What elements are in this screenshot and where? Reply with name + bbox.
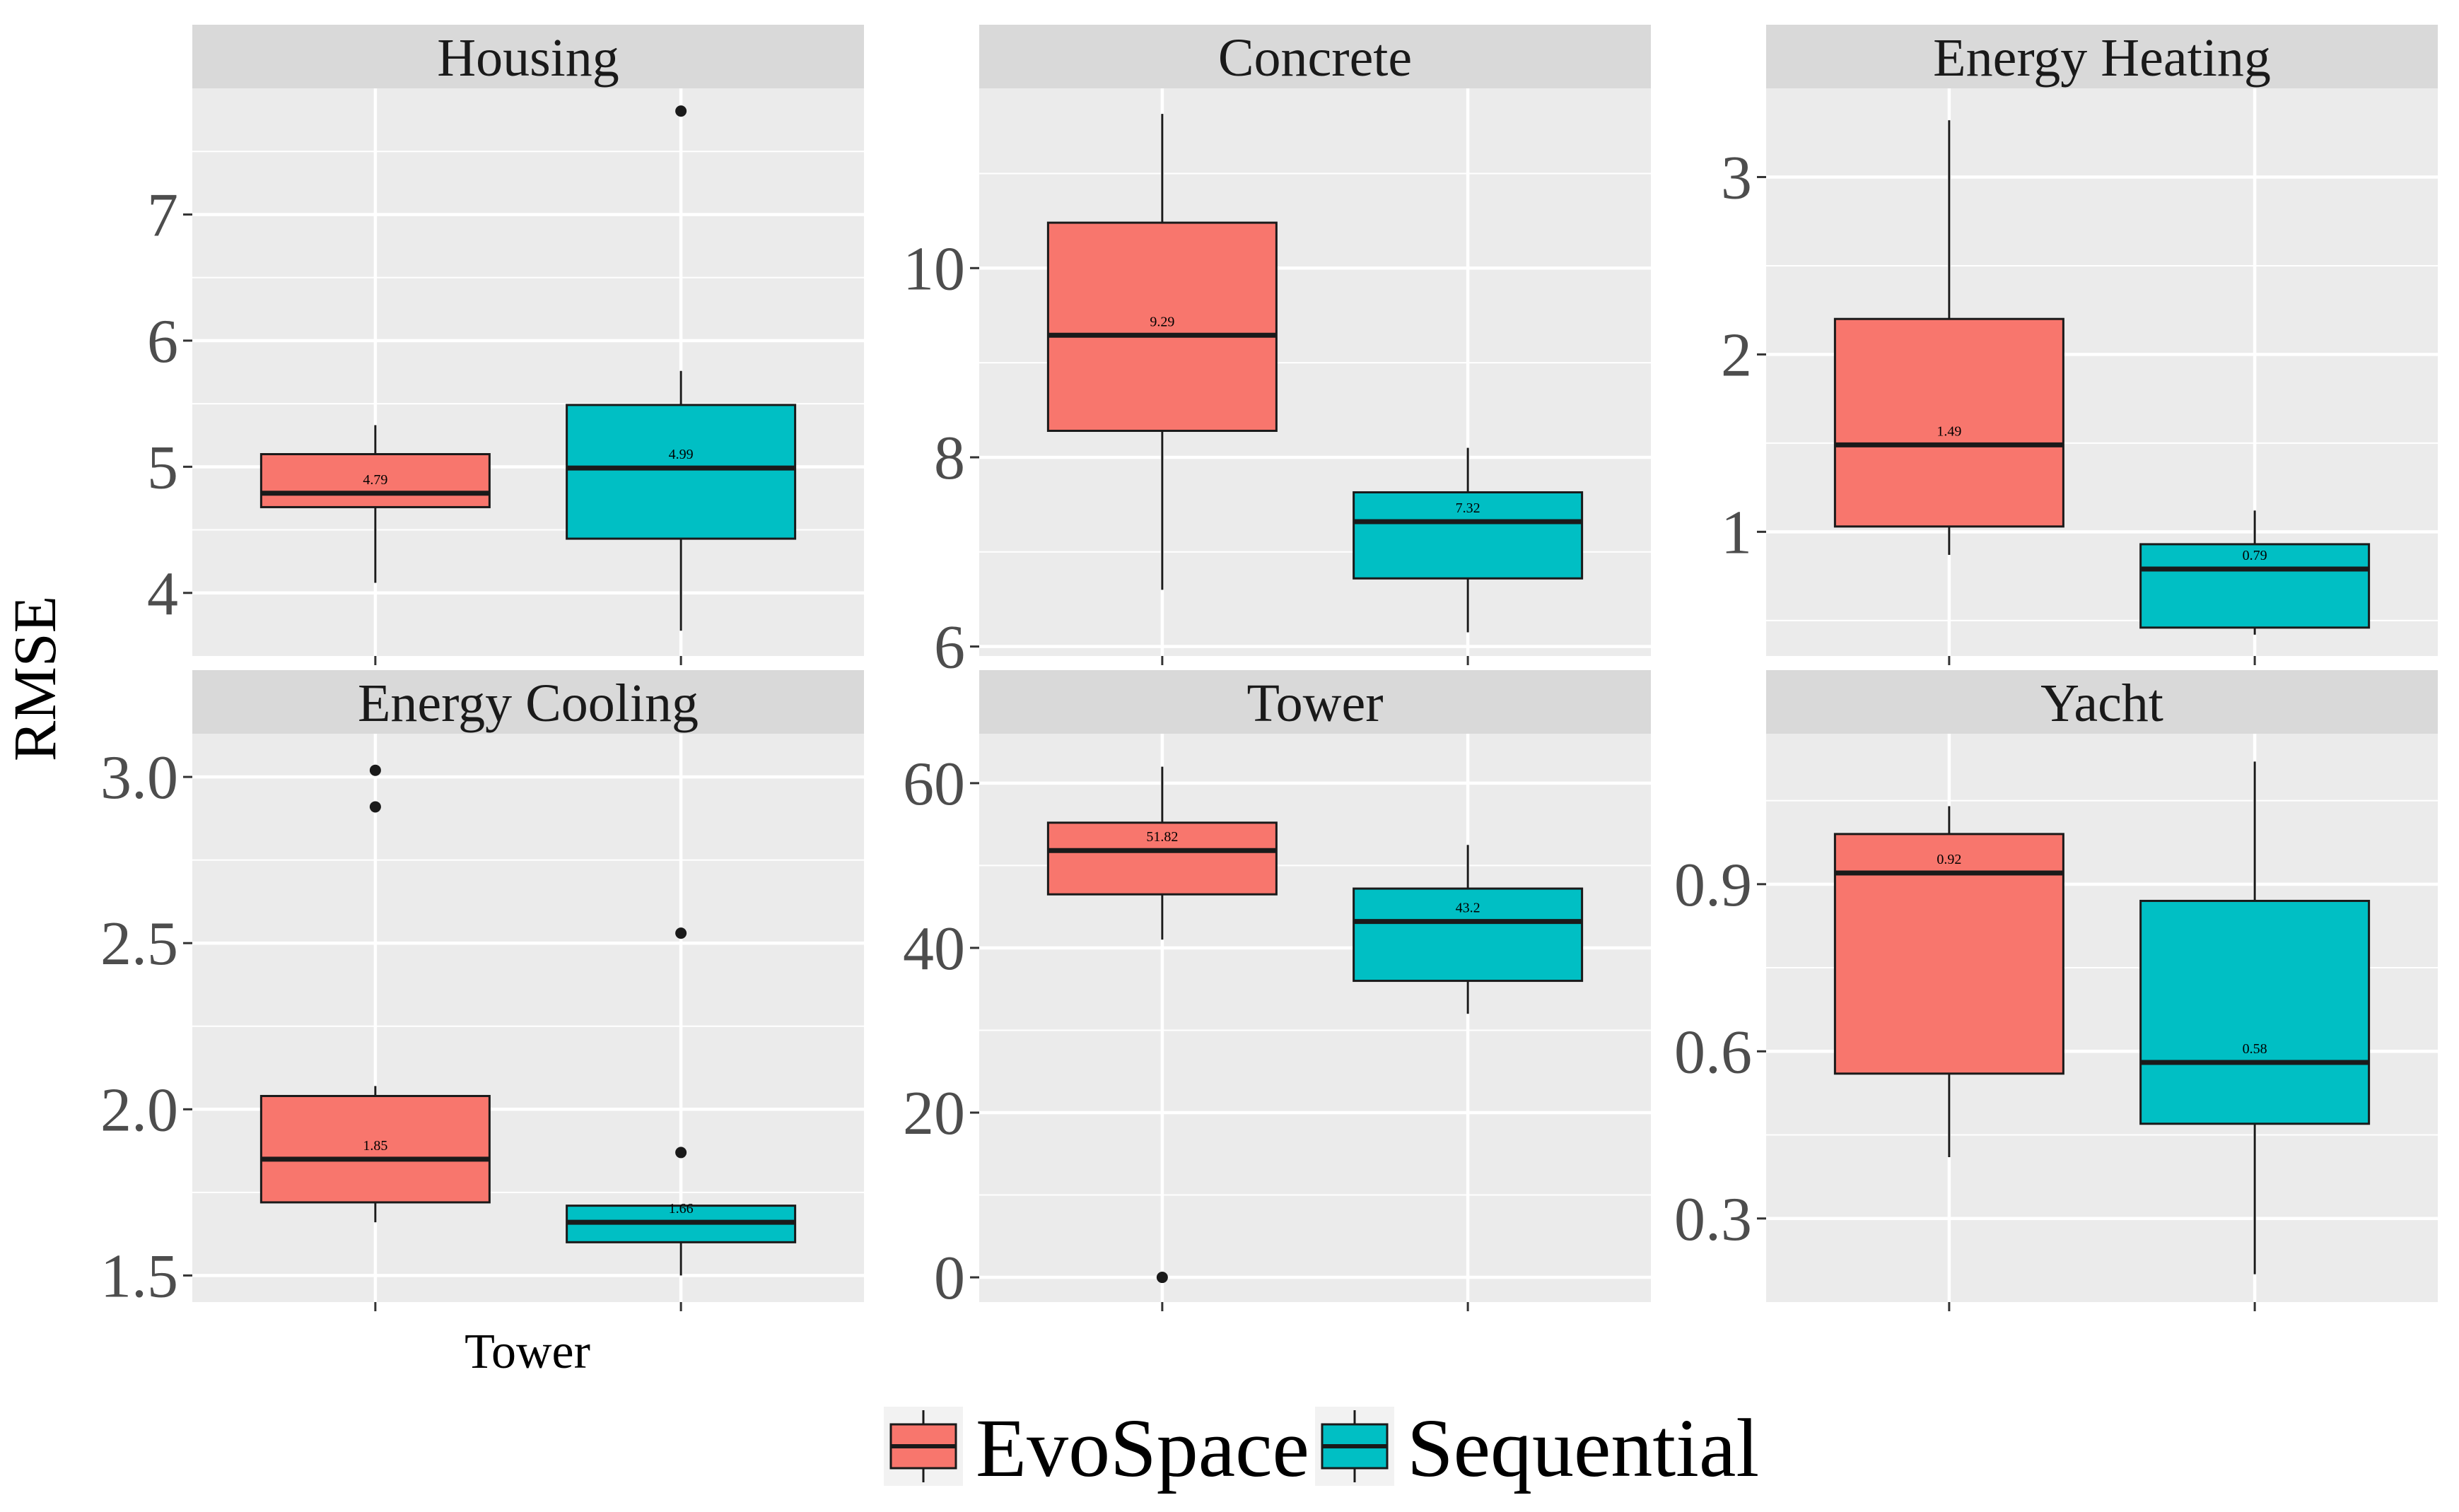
- legend: EvoSpace Sequential: [884, 1402, 1759, 1494]
- outlier-point: [675, 927, 687, 939]
- y-tick-label: 40: [903, 915, 965, 983]
- box-evospace: 1.85: [259, 764, 491, 1223]
- y-tick-label: 2.0: [100, 1076, 178, 1144]
- panel-yacht: Yacht 0.3 0.6 0.9 0.92 0.58: [1674, 670, 2438, 1311]
- outlier-point: [369, 801, 381, 813]
- y-tick-label: 60: [903, 750, 965, 819]
- box-sequential: 0.79: [2139, 510, 2371, 635]
- median-label: 43.2: [1456, 901, 1480, 916]
- box-body: [1046, 221, 1278, 432]
- median-label: 9.29: [1150, 314, 1174, 329]
- box-body: [566, 404, 797, 540]
- median-label: 4.79: [363, 472, 387, 488]
- box-body: [2139, 543, 2371, 629]
- y-tick-label: 3.0: [100, 744, 178, 812]
- y-tick-label: 2: [1721, 321, 1752, 389]
- panel-energy-cooling: Energy Cooling 1.5 2.0 2.5 3.0 1.85 1.66: [100, 670, 864, 1311]
- panel-strip: [979, 25, 1651, 88]
- box-evospace: 4.79: [259, 425, 491, 583]
- y-tick-label: 5: [147, 433, 178, 502]
- median-label: 0.92: [1937, 852, 1961, 867]
- box-sequential: 43.2: [1353, 845, 1584, 1014]
- panel-strip: [1766, 25, 2438, 88]
- outlier-point: [675, 1147, 687, 1159]
- panel-background: [192, 88, 864, 656]
- median-label: 1.66: [669, 1201, 694, 1217]
- y-tick-label: 1: [1721, 498, 1752, 567]
- panel-title: Tower: [1246, 674, 1383, 733]
- panel-tower: Tower 0 20 40 60 51.82 43.2: [903, 670, 1651, 1313]
- panel-title: Housing: [437, 28, 619, 88]
- box-evospace: 0.92: [1833, 806, 2064, 1158]
- legend-item-sequential: Sequential: [1315, 1402, 1759, 1494]
- panel-title: Yacht: [2040, 674, 2163, 733]
- box-sequential: 4.99: [566, 105, 797, 631]
- outlier-point: [369, 764, 381, 776]
- y-tick-label: 0.9: [1674, 851, 1752, 920]
- x-axis-title: Tower: [465, 1325, 590, 1379]
- y-tick-label: 0: [934, 1244, 965, 1313]
- y-tick-label: 3: [1721, 143, 1752, 212]
- panel-strip: [192, 670, 864, 734]
- panel-strip: [192, 25, 864, 88]
- panel-concrete: Concrete 6 8 10 9.29 7.32: [903, 25, 1651, 682]
- box-body: [1833, 833, 2064, 1075]
- y-tick-label: 8: [934, 424, 965, 493]
- box-sequential: 1.66: [566, 927, 797, 1276]
- y-tick-label: 2.5: [100, 910, 178, 978]
- legend-label: EvoSpace: [976, 1402, 1309, 1494]
- panel-title: Concrete: [1218, 28, 1412, 88]
- y-tick-label: 10: [903, 235, 965, 303]
- box-evospace: 9.29: [1046, 114, 1278, 590]
- median-label: 7.32: [1456, 500, 1480, 516]
- panel-title: Energy Heating: [1933, 28, 2271, 88]
- box-body: [259, 1094, 491, 1204]
- panel-housing: Housing 4 5 6 7 4.79 4.99: [147, 25, 864, 665]
- y-tick-label: 1.5: [100, 1242, 178, 1311]
- y-tick-label: 0.6: [1674, 1018, 1752, 1086]
- legend-label: Sequential: [1407, 1402, 1759, 1494]
- box-body: [2139, 899, 2371, 1125]
- box-sequential: 7.32: [1353, 447, 1584, 633]
- panel-strip: [979, 670, 1651, 734]
- y-tick-label: 20: [903, 1079, 965, 1148]
- y-tick-label: 0.3: [1674, 1185, 1752, 1254]
- panel-energy-heating: Energy Heating 1 2 3 1.49 0.79: [1721, 25, 2438, 665]
- panel-title: Energy Cooling: [358, 674, 699, 733]
- facet-panels: Housing45674.794.99Concrete68109.297.32E…: [100, 25, 2438, 1313]
- legend-item-evospace: EvoSpace: [884, 1402, 1309, 1494]
- y-tick-label: 6: [934, 614, 965, 682]
- box-body: [259, 452, 491, 508]
- median-label: 0.58: [2243, 1041, 2267, 1057]
- box-body: [1353, 491, 1584, 580]
- median-label: 51.82: [1146, 829, 1178, 845]
- outlier-point: [1156, 1272, 1168, 1284]
- box-body: [1353, 887, 1584, 983]
- y-tick-label: 7: [147, 181, 178, 250]
- median-label: 1.85: [363, 1138, 387, 1154]
- box-evospace: 51.82: [1046, 766, 1278, 1284]
- y-tick-label: 6: [147, 307, 178, 376]
- panel-background: [979, 734, 1651, 1302]
- y-axis-title: RMSE: [1, 596, 69, 761]
- median-label: 1.49: [1937, 423, 1961, 439]
- y-tick-label: 4: [147, 560, 178, 628]
- box-body: [1046, 821, 1278, 896]
- box-sequential: 0.58: [2139, 761, 2371, 1274]
- panel-strip: [1766, 670, 2438, 734]
- box-body: [1833, 317, 2064, 528]
- box-evospace: 1.49: [1833, 120, 2064, 555]
- median-label: 0.79: [2243, 548, 2267, 563]
- median-label: 4.99: [669, 447, 694, 462]
- outlier-point: [675, 105, 687, 117]
